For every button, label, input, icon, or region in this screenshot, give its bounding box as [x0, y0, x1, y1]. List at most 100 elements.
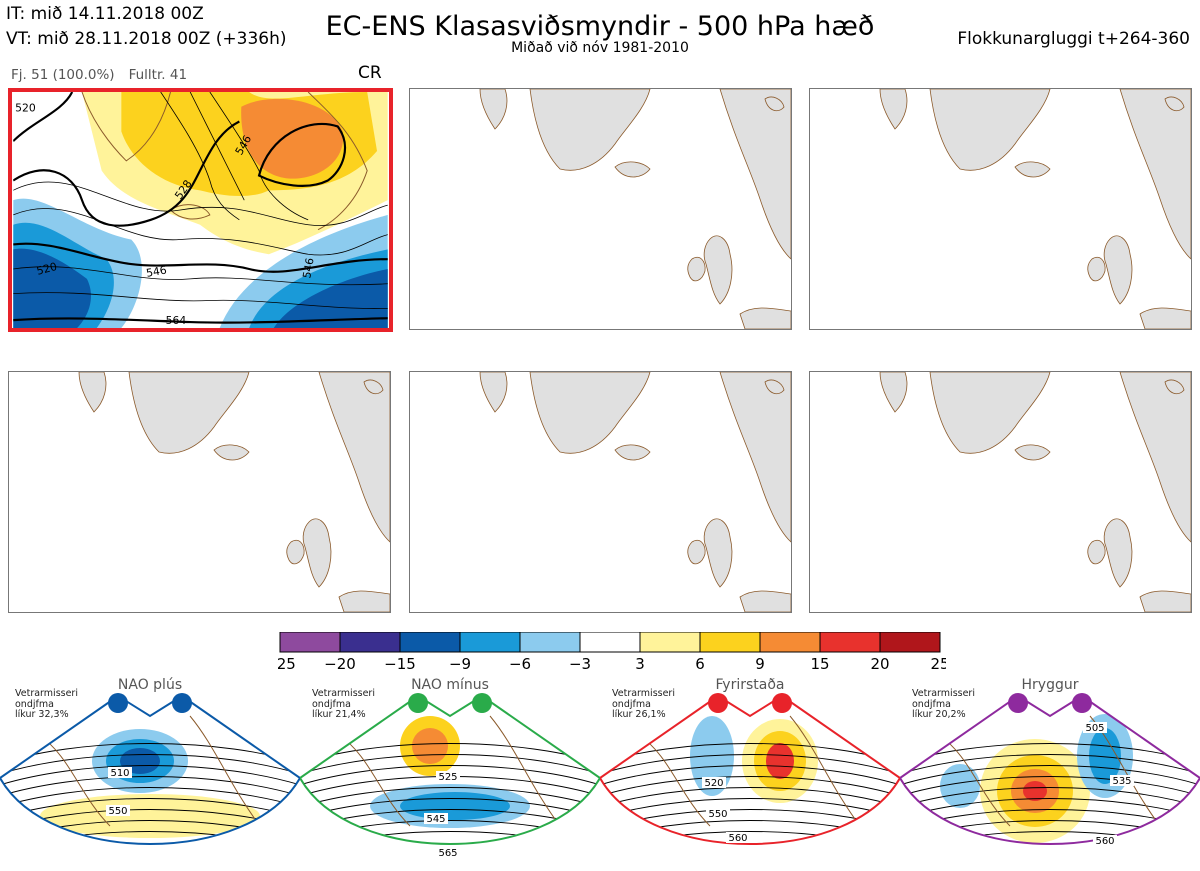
regime-note-line: ondjfma	[15, 698, 54, 710]
colorbar-segment	[819, 632, 881, 653]
anomaly-fill	[940, 764, 980, 808]
colorbar-tick-label: 15	[810, 655, 829, 673]
greenland-tip	[479, 89, 508, 130]
regime-probability-note: Vetrarmisseri ondjfma líkur 20,2%	[912, 688, 975, 721]
colorbar-tick-label: −20	[324, 655, 356, 673]
britain-land	[703, 518, 733, 588]
greenland-land	[529, 89, 651, 171]
colorbar: −25 −20 −15 −9 −6 −3 3 6 9 15 20 25	[278, 632, 946, 673]
height-contour	[900, 765, 1200, 789]
scandinavia-coast	[307, 92, 368, 231]
iceland-land	[614, 444, 651, 461]
anomaly-fill	[690, 716, 734, 796]
contour-label-bg	[424, 813, 448, 824]
britain-land	[302, 518, 332, 588]
regime-probability-note: Vetrarmisseri ondjfma líkur 21,4%	[312, 688, 375, 721]
ireland-land	[1087, 539, 1106, 565]
regime-name: Fyrirstaða	[715, 677, 785, 693]
colorbar-segment	[759, 632, 821, 653]
height-contour	[300, 787, 600, 811]
iceland-land	[1014, 444, 1051, 461]
regime-fan-plot: 505 535 560	[900, 693, 1200, 847]
contour-label: 545	[426, 814, 445, 825]
regime-fan-plot: 520 550 560	[600, 693, 900, 845]
greenland-land	[128, 372, 250, 454]
height-contour	[0, 765, 300, 789]
contour-label-bg	[726, 832, 750, 843]
ireland-land	[687, 256, 706, 282]
height-contour	[900, 754, 1200, 778]
france-land	[1139, 307, 1191, 329]
colorbar-tick-label: −6	[509, 655, 531, 673]
colorbar-tick-label: 20	[870, 655, 889, 673]
colorbar-tick-label: 3	[635, 655, 645, 673]
contour-label: 520	[35, 260, 58, 278]
height-contour	[900, 776, 1200, 800]
anomaly-fill	[400, 792, 510, 820]
regime-marker-dot	[1008, 693, 1028, 713]
france-land	[739, 307, 791, 329]
regime-probability-note: Vetrarmisseri ondjfma líkur 32,3%	[15, 688, 78, 721]
contour-label: 550	[108, 806, 127, 817]
contour-label-bg	[706, 808, 730, 819]
britain-land	[1103, 518, 1133, 588]
valid-time: VT: mið 28.11.2018 00Z (+336h)	[6, 29, 287, 49]
anomaly-orange	[241, 98, 344, 179]
page-title: EC-ENS Klasasviðsmyndir - 500 hPa hæð	[325, 11, 875, 42]
regime-name: Hryggur	[1021, 677, 1079, 693]
regime-note-line: Vetrarmisseri	[15, 688, 78, 699]
colorbar-segment	[699, 632, 761, 653]
colorbar-segment	[279, 632, 341, 653]
anomaly-darkblue-w	[13, 248, 91, 328]
iceland-coast	[169, 204, 211, 220]
regime-nao-plus: 510 550 NAO plús Vetrarmisseri ondjfma líkur …	[0, 676, 300, 871]
greenland-land	[929, 372, 1051, 454]
regime-note-line: líkur 32,3%	[15, 709, 69, 720]
cluster-map-6[interactable]	[809, 371, 1192, 613]
regime-marker-dot	[772, 693, 792, 713]
regime-note-line: ondjfma	[912, 698, 951, 710]
height-contour	[300, 765, 600, 789]
cluster-map-4-plot	[78, 372, 390, 612]
ireland-land	[687, 539, 706, 565]
svalbard-land	[764, 96, 785, 112]
colorbar-segment	[879, 632, 941, 653]
contour-label: 565	[438, 848, 457, 859]
france-land	[338, 590, 390, 612]
regime-note-line: Vetrarmisseri	[312, 688, 375, 699]
height-contour	[600, 754, 900, 778]
cluster-map-1[interactable]: 520 528 546 546 564 520 546	[8, 88, 393, 332]
cluster-map-3[interactable]	[809, 88, 1192, 330]
regime-note-line: líkur 26,1%	[612, 709, 666, 720]
svalbard-land	[764, 379, 785, 395]
contour-label-bg	[108, 767, 132, 778]
height-contour	[600, 765, 900, 789]
contour-label-bg	[1093, 835, 1117, 846]
contour-label: 520	[15, 102, 36, 115]
colorbar-tick-label: 9	[755, 655, 765, 673]
cluster-map-4[interactable]	[8, 371, 391, 613]
contour-label: 546	[300, 257, 316, 280]
regime-probability-note: Vetrarmisseri ondjfma líkur 26,1%	[612, 688, 675, 721]
regime-note-line: ondjfma	[612, 698, 651, 710]
regime-name: NAO mínus	[411, 677, 489, 693]
height-contour	[600, 776, 900, 800]
svalbard-land	[363, 379, 384, 395]
colorbar-segment	[579, 632, 641, 653]
initial-time: IT: mið 14.11.2018 00Z	[6, 4, 204, 24]
greenland-land	[929, 89, 1051, 171]
cluster-window: Flokkunargluggi t+264-360	[957, 29, 1190, 49]
cluster-stats: Fj. 51 (100.0%) Fulltr. 41	[11, 67, 201, 83]
regime-ridge: 505 535 560 Hryggur Vetrarmisseri ondjfma líku…	[900, 676, 1200, 871]
regime-marker-dot	[408, 693, 428, 713]
regime-marker-dot	[472, 693, 492, 713]
cluster-map-5[interactable]	[409, 371, 792, 613]
contour-label-bg	[106, 805, 130, 816]
cluster-map-2[interactable]	[409, 88, 792, 330]
cluster-map-1-plot: 520 528 546 546 564 520 546	[13, 92, 388, 328]
regime-marker-dot	[108, 693, 128, 713]
height-contour	[0, 787, 300, 811]
anomaly-fill	[40, 794, 260, 838]
colorbar-tick-label: −9	[449, 655, 471, 673]
contour-label: 560	[728, 833, 747, 844]
